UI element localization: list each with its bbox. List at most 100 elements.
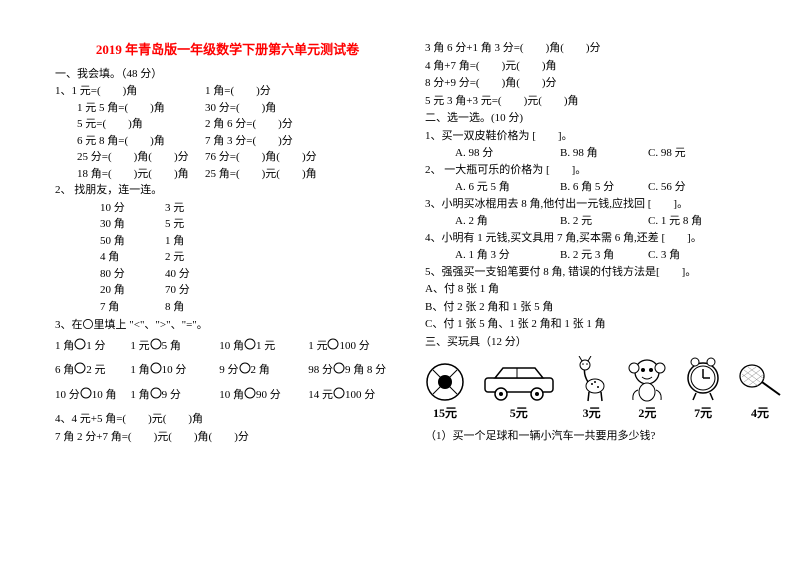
compare-cell: 9 分2 角 — [219, 362, 308, 379]
cmp-left: 10 角 — [219, 389, 244, 401]
toys-row: 15元 5元 3元 — [425, 356, 782, 422]
right-column: 3 角 6 分+1 角 3 分=( )角( )分 4 角+7 角=( )元( )… — [425, 40, 770, 546]
fill-cell: 5 元=( )角 — [77, 116, 205, 133]
toy-price: 3元 — [573, 404, 611, 422]
mc-options: A. 6 元 5 角 B. 6 角 5 分 C. 56 分 — [425, 179, 770, 196]
cmp-right: 2 元 — [86, 364, 105, 376]
option-b: B、付 2 张 2 角和 1 张 5 角 — [425, 299, 770, 316]
match-cell: 5 元 — [165, 216, 184, 233]
mc-question: 1、买一双皮鞋价格为 [ ]。 — [425, 128, 770, 145]
s3-q1: （1）买一个足球和一辆小汽车一共要用多少钱? — [425, 428, 770, 445]
cmp-right: 1 分 — [86, 340, 105, 352]
clock-icon — [684, 356, 722, 402]
match-row: 10 分3 元 — [55, 200, 400, 217]
mc-options: A. 2 角 B. 2 元 C. 1 元 8 角 — [425, 213, 770, 230]
compare-row: 6 角2 元 1 角10 分 9 分2 角 98 分 9 角 8 分 — [55, 362, 400, 379]
fill-row: 25 分=( )角( )分 76 分=( )角( )分 — [55, 149, 400, 166]
fill-row: 1 元 5 角=( )角 30 分=( )角 — [55, 100, 400, 117]
match-cell: 4 角 — [55, 249, 165, 266]
cmp-right: 100 分 — [345, 389, 375, 401]
mc-question: 3、小明买冰棍用去 8 角,他付出一元钱,应找回 [ ]。 — [425, 196, 770, 213]
compare-cell: 98 分 9 角 8 分 — [308, 362, 400, 379]
compare-block: 1 角 1 分 1 元 5 角 10 角1 元 1 元 100 分 6 角2 元 1 … — [55, 338, 400, 404]
toy-price: 2元 — [626, 404, 668, 422]
circle-icon — [244, 338, 256, 350]
fill-line: 8 分+9 分=( )角( )分 — [425, 75, 770, 92]
cmp-left: 1 元 — [130, 340, 149, 352]
car-icon — [481, 362, 557, 402]
fill-cell: 1、1 元=( )角 — [55, 83, 205, 100]
circle-icon — [333, 387, 345, 399]
cmp-right: 10 分 — [162, 364, 187, 376]
fill-cell: 2 角 6 分=( )分 — [205, 116, 400, 133]
q2-head: 2、 找朋友，连一连。 — [55, 182, 400, 199]
compare-cell: 10 角1 元 — [219, 338, 308, 355]
circle-icon — [327, 338, 339, 350]
match-cell: 30 角 — [55, 216, 165, 233]
mc-question: 4、小明有 1 元钱,买文具用 7 角,买本需 6 角,还差 [ ]。 — [425, 230, 770, 247]
mc-question: 5、强强买一支铅笔要付 8 角, 错误的付钱方法是[ ]。 — [425, 264, 770, 281]
mc-options: A. 1 角 3 分 B. 2 元 3 角 C. 3 角 — [425, 247, 770, 264]
toy-ball: 15元 — [425, 362, 465, 422]
circle-icon — [150, 338, 162, 350]
cmp-left: 14 元 — [308, 389, 333, 401]
fill-cell: 6 元 8 角=( )角 — [77, 133, 205, 150]
fill-row: 1、1 元=( )角 1 角=( )分 — [55, 83, 400, 100]
fill-cell: 18 角=( )元( )角 — [77, 166, 205, 183]
cmp-right: 9 分 — [162, 389, 181, 401]
cmp-right: 100 分 — [339, 340, 369, 352]
match-cell: 7 角 — [55, 299, 165, 316]
cmp-right: 9 角 8 分 — [345, 364, 386, 376]
compare-cell: 6 角2 元 — [55, 362, 130, 379]
match-cell: 2 元 — [165, 249, 184, 266]
option-b: B. 6 角 5 分 — [560, 179, 648, 196]
option-c: C. 56 分 — [648, 179, 686, 196]
page-title: 2019 年青岛版一年级数学下册第六单元测试卷 — [55, 40, 400, 60]
fill-cell: 25 分=( )角( )分 — [77, 149, 205, 166]
mc-question: 2、 一大瓶可乐的价格为 [ ]。 — [425, 162, 770, 179]
option-a: A. 2 角 — [455, 213, 560, 230]
q3-head: 3、在〇里填上 "<"、">"、"="。 — [55, 317, 400, 334]
match-cell: 50 角 — [55, 233, 165, 250]
fill-cell: 25 角=( )元( )角 — [205, 166, 400, 183]
toy-price: 4元 — [738, 404, 782, 422]
section-3-head: 三、买玩具（12 分） — [425, 334, 770, 351]
circle-icon — [333, 362, 345, 374]
match-row: 7 角8 角 — [55, 299, 400, 316]
cmp-left: 1 角 — [130, 389, 149, 401]
option-a: A. 6 元 5 角 — [455, 179, 560, 196]
cmp-left: 1 角 — [55, 340, 74, 352]
circle-icon — [239, 362, 251, 374]
toy-deer: 3元 — [573, 356, 611, 422]
fill-line: 3 角 6 分+1 角 3 分=( )角( )分 — [425, 40, 770, 57]
option-a: A、付 8 张 1 角 — [425, 281, 770, 298]
section-2-head: 二、选一选。(10 分) — [425, 110, 770, 127]
cmp-left: 10 角 — [219, 340, 244, 352]
toy-price: 5元 — [481, 404, 557, 422]
fill-row: 18 角=( )元( )角 25 角=( )元( )角 — [55, 166, 400, 183]
match-cell: 40 分 — [165, 266, 190, 283]
option-b: B. 98 角 — [560, 145, 648, 162]
cmp-right: 90 分 — [256, 389, 281, 401]
fill-cell: 1 角=( )分 — [205, 83, 400, 100]
cmp-left: 98 分 — [308, 364, 333, 376]
toy-price: 7元 — [684, 404, 722, 422]
compare-cell: 1 元 5 角 — [130, 338, 219, 355]
circle-icon — [150, 362, 162, 374]
match-row: 50 角1 角 — [55, 233, 400, 250]
match-row: 4 角2 元 — [55, 249, 400, 266]
toy-clock: 7元 — [684, 356, 722, 422]
match-row: 30 角5 元 — [55, 216, 400, 233]
cmp-right: 5 角 — [162, 340, 181, 352]
circle-icon — [150, 387, 162, 399]
cmp-right: 10 角 — [92, 389, 117, 401]
fill-line: 5 元 3 角+3 元=( )元( )角 — [425, 93, 770, 110]
option-b: B. 2 元 3 角 — [560, 247, 648, 264]
compare-cell: 14 元 100 分 — [308, 387, 400, 404]
circle-icon — [244, 387, 256, 399]
match-row: 20 角70 分 — [55, 282, 400, 299]
circle-icon — [80, 387, 92, 399]
fill-cell: 7 角 3 分=( )分 — [205, 133, 400, 150]
match-row: 80 分40 分 — [55, 266, 400, 283]
compare-cell: 1 角10 分 — [130, 362, 219, 379]
